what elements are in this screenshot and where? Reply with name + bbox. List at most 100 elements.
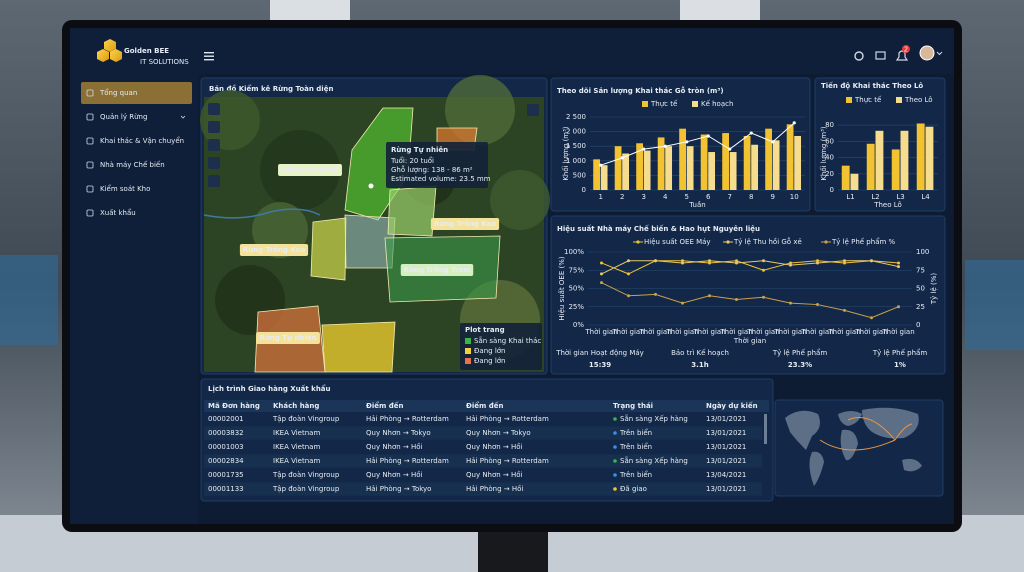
menu-item[interactable]: Khai thác & Vận chuyển [100,136,184,145]
menu-item[interactable]: Tổng quan [99,88,137,97]
x-tick-label: L2 [871,193,879,201]
series-point [897,305,900,309]
y-tick-label: 1 000 [566,157,586,165]
table-cell: Trên biển [619,428,652,437]
menu-icon [86,209,94,217]
panel-title: Tiến độ Khai thác Theo Lô [821,81,923,90]
menu-toggle[interactable] [204,52,214,61]
bar [866,143,875,190]
table-cell[interactable]: 00003832 [208,429,244,437]
ceiling-light [680,0,760,22]
series-point [600,261,603,265]
series-point [816,259,819,263]
table-cell: Tập đoàn Vingroup [272,415,340,423]
menu-item[interactable]: Quản lý Rừng [100,113,147,121]
x-axis-label: Thời gian [733,337,766,345]
user-menu-chevron[interactable] [936,51,943,56]
table-cell: Quy Nhơn → Tokyo [466,429,531,437]
x-tick-label: 8 [749,193,753,201]
bar [622,153,630,190]
table-row-bg [204,454,762,468]
map-control[interactable] [208,103,220,115]
table-cell: Sẵn sàng Xếp hàng [620,456,688,465]
series-point [627,272,630,276]
layers-button[interactable] [527,104,539,116]
world-continents [785,407,922,486]
legend-label: Đang lớn [474,347,505,355]
menu-item[interactable]: Xuất khẩu [100,208,136,217]
trend-point [663,144,667,148]
bar [772,140,780,190]
table-cell[interactable]: 00001735 [208,471,244,479]
table-header-row [204,400,769,412]
brand-tagline: IT SOLUTIONS [140,58,189,66]
y-tick-label: 40 [825,154,834,162]
table-cell: 13/01/2021 [706,457,746,465]
table-cell[interactable]: 00002834 [208,457,244,465]
trend-point [749,131,753,135]
table-cell: IKEA Vietnam [273,429,320,437]
mail-icon[interactable] [875,51,886,60]
series-point [897,265,900,269]
table-cell: Tập đoàn Vingroup [272,471,340,479]
trend-point [642,147,646,151]
bell-icon[interactable] [895,50,909,61]
sidebar [70,74,198,524]
map-control[interactable] [208,139,220,151]
series-point [843,261,846,265]
bar [841,165,850,190]
table-cell[interactable]: 00001003 [208,443,244,451]
series-point [762,295,765,299]
bar [729,152,737,190]
table-cell: Quy Nhơn → Hồi [366,471,423,479]
forest-plot[interactable] [387,185,437,237]
y-axis-label: Khối lượng (m³) [562,126,570,181]
legend-label: Đang lớn [474,357,505,365]
terrain-patch [490,170,550,230]
y2-tick-label: 100 [916,248,929,256]
legend-swatch [465,358,471,364]
y2-tick-label: 0 [916,321,920,329]
table-cell[interactable]: 00002001 [208,415,244,423]
x-tick-label: Thời gian [746,328,779,336]
x-tick-label: L4 [921,193,930,201]
top-bar [70,28,954,74]
series-point [816,261,819,265]
forest-plot[interactable] [321,321,396,373]
bar [686,146,694,190]
kpi-label: Tỷ lệ Phế phẩm [772,348,827,357]
kpi-value: 15:39 [589,361,611,369]
settings-icon[interactable] [854,51,864,61]
menu-item[interactable]: Nhà máy Chế biến [100,161,165,169]
y-tick-label: 20 [825,170,834,178]
status-dot [613,445,617,449]
series-point [843,259,846,263]
map-control[interactable] [208,121,220,133]
forest-plot[interactable] [310,217,347,281]
river [203,208,321,219]
map-control[interactable] [208,157,220,169]
table-cell: Hải Phòng → Rotterdam [366,457,449,465]
menu-item-active-bg [81,82,192,104]
brand-name: Golden BEE [124,47,169,55]
y-tick-label: 2 500 [566,113,586,121]
series-point [654,292,657,296]
map-control[interactable] [208,175,220,187]
table-cell: Quy Nhơn → Hồi [366,443,423,451]
y-tick-label: 1 500 [566,142,586,150]
table-cell: Quy Nhơn → Hồi [466,471,523,479]
legend-label: Theo Lô [904,96,933,104]
legend-swatch [692,101,698,107]
kpi-value: 3.1h [691,361,708,369]
y-axis-label: Hiệu suất OEE (%) [558,256,566,320]
trend-line [600,122,795,166]
submenu-chevron [180,115,186,119]
legend-swatch [465,338,471,344]
user-avatar[interactable] [919,45,935,61]
table-cell[interactable]: 00001133 [208,485,244,493]
legend-swatch [846,97,852,103]
table-cell: Hải Phòng → Tokyo [366,485,431,493]
table-row-bg [204,482,762,496]
menu-item[interactable]: Kiểm soát Kho [100,184,150,193]
